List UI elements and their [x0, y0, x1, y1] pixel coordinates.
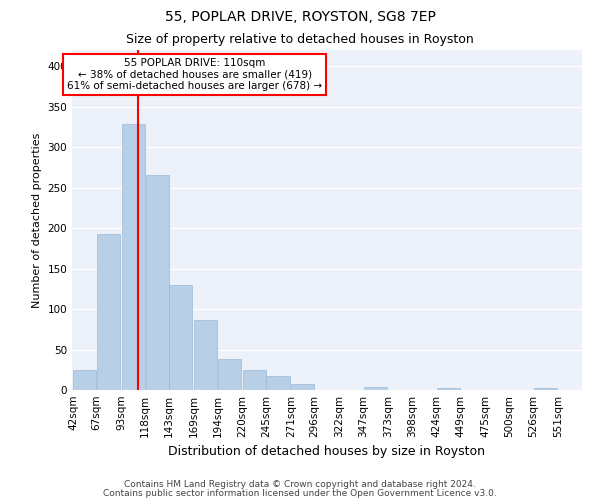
Bar — [218, 359, 241, 390]
X-axis label: Distribution of detached houses by size in Royston: Distribution of detached houses by size … — [169, 446, 485, 458]
Bar — [122, 124, 145, 390]
Bar — [534, 388, 557, 390]
Text: 55, POPLAR DRIVE, ROYSTON, SG8 7EP: 55, POPLAR DRIVE, ROYSTON, SG8 7EP — [164, 10, 436, 24]
Text: 55 POPLAR DRIVE: 110sqm
← 38% of detached houses are smaller (419)
61% of semi-d: 55 POPLAR DRIVE: 110sqm ← 38% of detache… — [67, 58, 322, 91]
Text: Contains HM Land Registry data © Crown copyright and database right 2024.: Contains HM Land Registry data © Crown c… — [124, 480, 476, 489]
Y-axis label: Number of detached properties: Number of detached properties — [32, 132, 42, 308]
Bar — [73, 370, 97, 390]
Bar — [146, 176, 169, 390]
Bar — [291, 384, 314, 390]
Bar — [242, 370, 266, 390]
Text: Contains public sector information licensed under the Open Government Licence v3: Contains public sector information licen… — [103, 488, 497, 498]
Bar — [266, 376, 290, 390]
Bar — [364, 387, 386, 390]
Bar — [437, 388, 460, 390]
Bar — [97, 234, 120, 390]
Bar — [194, 320, 217, 390]
Text: Size of property relative to detached houses in Royston: Size of property relative to detached ho… — [126, 32, 474, 46]
Bar — [169, 285, 193, 390]
